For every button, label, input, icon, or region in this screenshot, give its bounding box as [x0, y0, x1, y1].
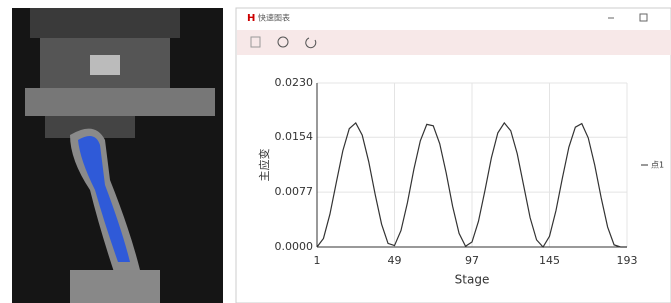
- y-tick-label: 0.0077: [275, 185, 314, 198]
- photo: [12, 8, 223, 303]
- x-tick-label: 49: [388, 254, 402, 267]
- x-tick-label: 193: [617, 254, 638, 267]
- x-axis-title: Stage: [455, 273, 490, 287]
- screen: H 快速图表 0.0000 0.0077 0.0154 0.0230 1 49 97 145 1…: [0, 0, 671, 303]
- toolbar: [237, 30, 671, 55]
- x-tick-label: 1: [314, 254, 321, 267]
- legend-label: 点1: [651, 161, 664, 170]
- y-tick-label: 0.0000: [275, 240, 314, 253]
- window-title: 快速图表: [258, 13, 290, 23]
- y-tick-label: 0.0230: [275, 76, 314, 89]
- x-tick-label: 97: [465, 254, 479, 267]
- x-tick-label: 145: [539, 254, 560, 267]
- app-icon: H: [247, 13, 255, 24]
- y-tick-label: 0.0154: [275, 130, 314, 143]
- y-axis-title: 主应变: [257, 149, 271, 182]
